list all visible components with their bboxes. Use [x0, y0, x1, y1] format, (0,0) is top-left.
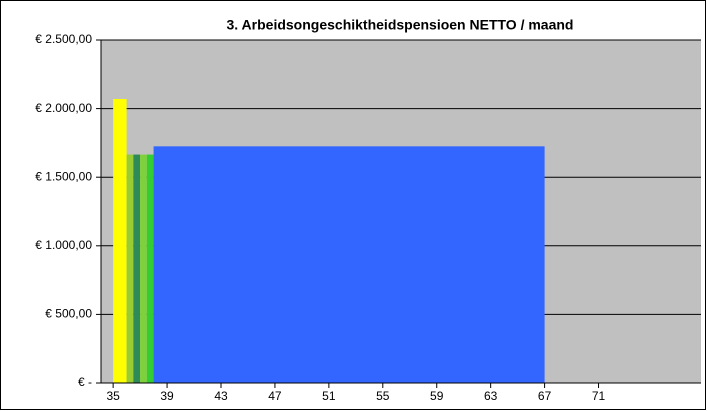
bar	[113, 98, 127, 383]
bar	[133, 154, 141, 383]
x-tick-label: 67	[538, 389, 552, 403]
x-tick-label: 59	[430, 389, 444, 403]
x-tick-label: 51	[322, 389, 336, 403]
y-tick-label: € 2.500,00	[35, 32, 92, 46]
bar	[126, 154, 134, 383]
y-tick-label: € 500,00	[45, 307, 92, 321]
y-tick-label: € 2.000,00	[35, 101, 92, 115]
x-tick-label: 55	[376, 389, 390, 403]
x-tick-label: 35	[106, 389, 120, 403]
y-tick-label: € 1.500,00	[35, 169, 92, 183]
plot-area	[96, 39, 701, 388]
y-tick-label: € 1.000,00	[35, 238, 92, 252]
bar	[146, 154, 154, 383]
x-tick-label: 47	[268, 389, 282, 403]
x-tick-label: 63	[484, 389, 498, 403]
bar	[153, 146, 545, 383]
chart-title: 3. Arbeidsongeschiktheidspensioen NETTO …	[227, 17, 574, 33]
x-tick-label: 43	[214, 389, 228, 403]
x-tick-label: 71	[592, 389, 606, 403]
x-tick-label: 39	[160, 389, 174, 403]
bar	[140, 154, 147, 383]
y-tick-label: € -	[78, 375, 92, 389]
